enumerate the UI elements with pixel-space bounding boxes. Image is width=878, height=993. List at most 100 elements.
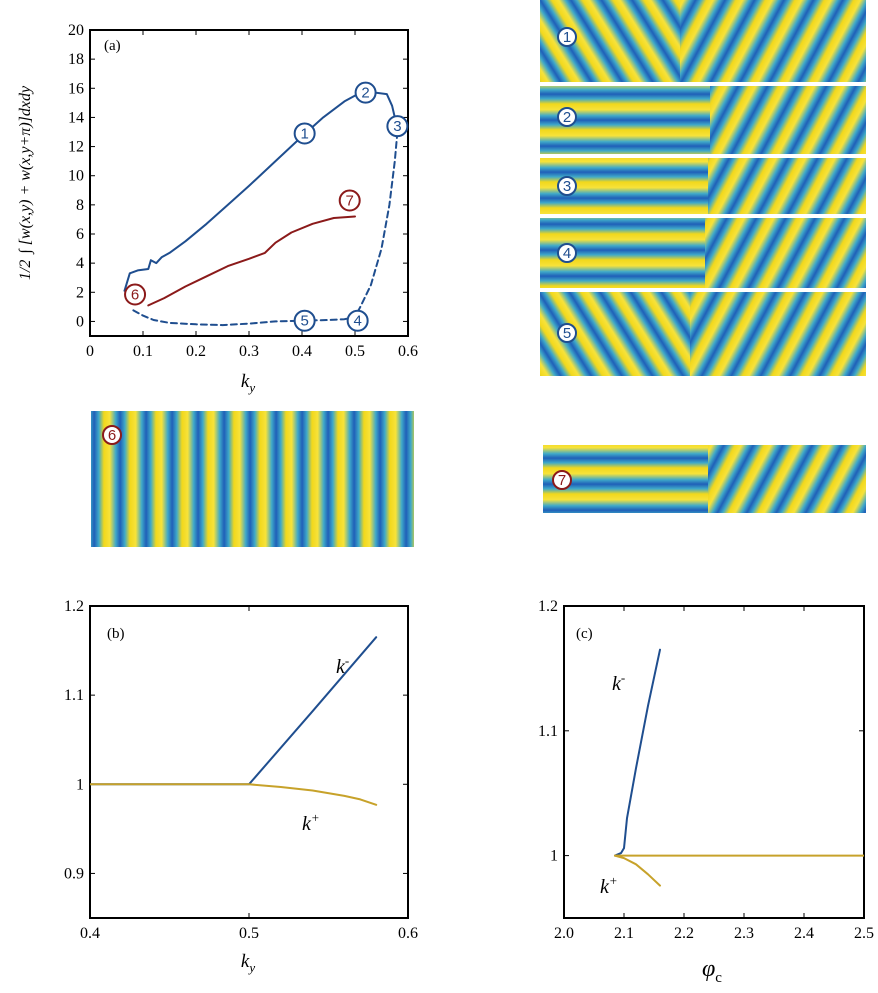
panel-a-tag: (a) bbox=[104, 38, 121, 54]
svg-text:1: 1 bbox=[563, 29, 571, 46]
panel-c-frame bbox=[563, 605, 865, 919]
panel-c-xtick-label: 2.2 bbox=[674, 925, 694, 942]
panel-b-xtick-label: 0.4 bbox=[80, 925, 100, 942]
panel-b-series-2 bbox=[90, 783, 378, 806]
panel-a-marker-6: 6 bbox=[124, 283, 147, 306]
panel-c-k-minus-label: k- bbox=[612, 670, 625, 695]
panel-a-ytick-label: 2 bbox=[76, 284, 84, 301]
panel-b-series bbox=[90, 636, 378, 806]
panel-a-xtick-label: 0.4 bbox=[292, 343, 312, 360]
svg-text:4: 4 bbox=[563, 245, 571, 262]
panel-b-series-1 bbox=[90, 636, 378, 786]
marker-label: 7 bbox=[346, 192, 354, 209]
panel-c-ytick-label: 1.2 bbox=[538, 598, 558, 615]
panel-b-ytick-label: 1 bbox=[76, 776, 84, 793]
pattern-badge-5: 5 bbox=[557, 323, 577, 343]
panel-a-xtick-label: 0.2 bbox=[186, 343, 206, 360]
pattern-panel-2 bbox=[540, 86, 866, 154]
panel-a-marker-1: 1 bbox=[293, 122, 316, 145]
panel-a-series-3 bbox=[147, 215, 356, 307]
panel-a-ytick-label: 12 bbox=[68, 139, 84, 156]
panel-b-xtick-label: 0.6 bbox=[398, 925, 418, 942]
pattern-panel-1 bbox=[540, 0, 866, 82]
pattern-badge-3: 3 bbox=[557, 176, 577, 196]
panel-a-marker-4: 4 bbox=[346, 309, 369, 332]
pattern-panel-7 bbox=[543, 445, 866, 513]
panel-a-marker-5: 5 bbox=[293, 309, 316, 332]
panel-a-ytick-label: 4 bbox=[76, 255, 84, 272]
pattern-badges: 1 2 3 4 5 6 7 bbox=[102, 27, 577, 490]
panel-b-xlabel: ky bbox=[241, 951, 255, 975]
panel-a-marker-2: 2 bbox=[354, 81, 377, 104]
panel-a-xlabel: ky bbox=[241, 371, 255, 395]
panel-c-xtick-label: 2.3 bbox=[734, 925, 754, 942]
panel-b-ytick-label: 0.9 bbox=[64, 865, 84, 882]
panel-c-ticks: 2.0 2.1 2.2 2.3 2.4 2.5 1 1.1 1.2 bbox=[538, 598, 874, 942]
svg-text:5: 5 bbox=[563, 325, 571, 342]
panel-a-ytick-label: 6 bbox=[76, 226, 84, 243]
panel-b-ytick-label: 1.1 bbox=[64, 687, 84, 704]
panel-c-xtick-label: 2.5 bbox=[854, 925, 874, 942]
panel-b-xtick-label: 0.5 bbox=[239, 925, 259, 942]
panel-c: 2.0 2.1 2.2 2.3 2.4 2.5 1 1.1 1.2 (c) k- k+ φc bbox=[538, 598, 874, 986]
panel-c-ytick-label: 1.1 bbox=[538, 723, 558, 740]
svg-text:6: 6 bbox=[108, 427, 116, 444]
pattern-panel-3 bbox=[540, 158, 866, 214]
panel-c-series bbox=[614, 648, 864, 887]
panel-c-k-plus-label: k+ bbox=[600, 873, 618, 898]
pattern-panel-6 bbox=[91, 411, 414, 547]
pattern-badge-2: 2 bbox=[557, 107, 577, 127]
panel-a-ytick-label: 14 bbox=[68, 109, 84, 126]
pattern-badge-1: 1 bbox=[557, 27, 577, 47]
panel-c-series-2 bbox=[614, 854, 661, 887]
panel-b-tag: (b) bbox=[107, 626, 125, 642]
panel-a-xtick-label: 0.1 bbox=[133, 343, 153, 360]
svg-text:1/2∫ [w(x,y) + w(x,y+π)]dxdy: 1/2∫ [w(x,y) + w(x,y+π)]dxdy bbox=[17, 85, 35, 280]
panel-a-ytick-label: 0 bbox=[76, 313, 84, 330]
marker-label: 6 bbox=[131, 286, 139, 303]
panel-c-tag: (c) bbox=[576, 626, 593, 642]
pattern-panel-4 bbox=[540, 218, 866, 288]
panel-a-markers: 1 2 3 4 5 6 7 bbox=[124, 81, 409, 332]
panel-b-ytick-label: 1.2 bbox=[64, 598, 84, 615]
marker-label: 1 bbox=[300, 125, 308, 142]
panel-a-ytick-label: 20 bbox=[68, 22, 84, 39]
pattern-panels bbox=[91, 0, 866, 547]
panel-a-series-1 bbox=[123, 91, 399, 292]
svg-text:2: 2 bbox=[563, 109, 571, 126]
panel-a-marker-7: 7 bbox=[338, 189, 361, 212]
marker-label: 4 bbox=[353, 313, 361, 330]
panel-b-ticks: 0.4 0.5 0.6 0.9 1 1.1 1.2 bbox=[64, 598, 418, 942]
panel-c-ytick-label: 1 bbox=[550, 848, 558, 865]
panel-a-xtick-label: 0.6 bbox=[398, 343, 418, 360]
panel-a-series-2 bbox=[131, 131, 399, 327]
panel-a-ytick-label: 8 bbox=[76, 197, 84, 214]
panel-c-xtick-label: 2.4 bbox=[794, 925, 814, 942]
panel-c-xtick-label: 2.1 bbox=[614, 925, 634, 942]
panel-a-ytick-label: 18 bbox=[68, 51, 84, 68]
panel-a-xtick-label: 0.5 bbox=[345, 343, 365, 360]
panel-c-xtick-label: 2.0 bbox=[554, 925, 574, 942]
panel-a-xtick-label: 0 bbox=[86, 343, 94, 360]
panel-b-k-plus-label: k+ bbox=[302, 810, 320, 835]
panel-a-marker-3: 3 bbox=[386, 115, 409, 138]
panel-b: 0.4 0.5 0.6 0.9 1 1.1 1.2 (b) k- k+ ky bbox=[64, 598, 418, 975]
panel-b-frame bbox=[89, 605, 409, 919]
marker-label: 5 bbox=[300, 313, 308, 330]
panel-a-xtick-label: 0.3 bbox=[239, 343, 259, 360]
marker-label: 3 bbox=[393, 118, 401, 135]
pattern-badge-6: 6 bbox=[102, 425, 122, 445]
svg-text:7: 7 bbox=[558, 472, 566, 489]
panel-c-series-1 bbox=[614, 648, 661, 857]
svg-text:3: 3 bbox=[563, 178, 571, 195]
panel-b-k-minus-label: k- bbox=[336, 653, 349, 678]
pattern-badge-4: 4 bbox=[557, 243, 577, 263]
marker-label: 2 bbox=[361, 85, 369, 102]
panel-a-ytick-label: 10 bbox=[68, 168, 84, 185]
panel-a-ylabel: 1/2∫ [w(x,y) + w(x,y+π)]dxdy bbox=[17, 85, 35, 280]
panel-c-xlabel: φc bbox=[702, 956, 722, 986]
pattern-badge-7: 7 bbox=[552, 470, 572, 490]
